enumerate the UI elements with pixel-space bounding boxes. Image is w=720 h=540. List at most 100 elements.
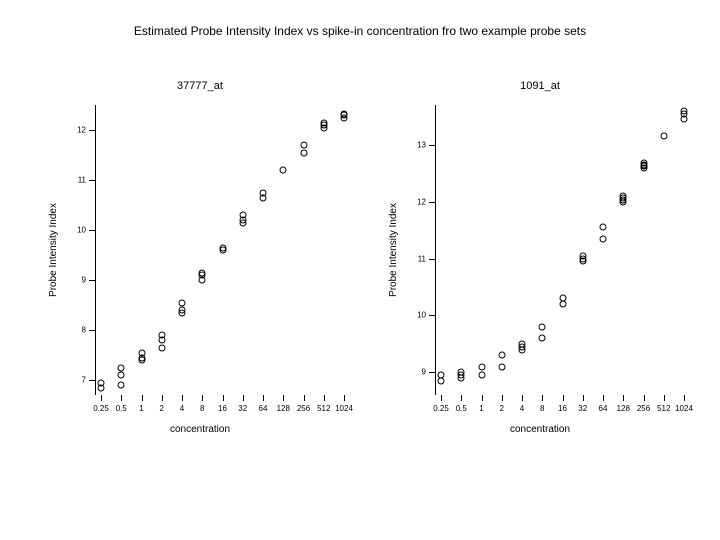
x-tick-label: 64	[599, 404, 608, 413]
x-tick-label: 16	[558, 404, 567, 413]
data-point	[98, 379, 105, 386]
x-tick	[324, 395, 325, 401]
y-tick-label: 9	[408, 368, 426, 377]
data-point	[660, 133, 667, 140]
data-point	[320, 119, 327, 126]
x-tick-label: 16	[218, 404, 227, 413]
x-tick-label: 256	[297, 404, 310, 413]
x-tick	[182, 395, 183, 401]
data-point	[539, 335, 546, 342]
data-point	[300, 142, 307, 149]
x-tick	[101, 395, 102, 401]
data-point	[260, 189, 267, 196]
main-title: Estimated Probe Intensity Index vs spike…	[0, 24, 720, 38]
y-tick-label: 10	[408, 311, 426, 320]
y-tick	[429, 145, 435, 146]
data-point	[199, 269, 206, 276]
x-tick-label: 512	[317, 404, 330, 413]
x-tick-label: 1	[479, 404, 483, 413]
x-tick-label: 1	[139, 404, 143, 413]
y-tick-label: 11	[68, 176, 86, 185]
x-tick-label: 0.5	[456, 404, 467, 413]
y-tick	[429, 315, 435, 316]
x-tick-label: 4	[180, 404, 184, 413]
y-tick-label: 13	[408, 140, 426, 149]
x-tick	[563, 395, 564, 401]
x-tick-label: 2	[500, 404, 504, 413]
x-tick	[542, 395, 543, 401]
data-point	[179, 307, 186, 314]
y-tick-label: 12	[68, 126, 86, 135]
data-point	[498, 352, 505, 359]
y-tick-label: 7	[68, 376, 86, 385]
x-tick	[583, 395, 584, 401]
y-tick	[89, 280, 95, 281]
x-tick	[243, 395, 244, 401]
x-tick	[644, 395, 645, 401]
data-point	[640, 160, 647, 167]
y-tick	[429, 202, 435, 203]
panel-right-ylabel: Probe Intensity Index	[388, 203, 399, 297]
x-tick	[522, 395, 523, 401]
data-point	[519, 340, 526, 347]
data-point	[219, 244, 226, 251]
x-tick	[304, 395, 305, 401]
x-tick	[283, 395, 284, 401]
data-point	[498, 363, 505, 370]
x-tick-label: 32	[238, 404, 247, 413]
x-tick-label: 1024	[335, 404, 353, 413]
data-point	[118, 382, 125, 389]
y-tick-label: 10	[68, 226, 86, 235]
x-tick-label: 256	[637, 404, 650, 413]
data-point	[579, 252, 586, 259]
data-point	[559, 295, 566, 302]
x-tick-label: 2	[160, 404, 164, 413]
x-tick	[223, 395, 224, 401]
data-point	[600, 235, 607, 242]
data-point	[341, 110, 348, 117]
data-point	[118, 372, 125, 379]
x-tick-label: 8	[200, 404, 204, 413]
x-tick-label: 512	[657, 404, 670, 413]
x-tick	[263, 395, 264, 401]
y-tick	[89, 130, 95, 131]
data-point	[138, 349, 145, 356]
x-tick	[502, 395, 503, 401]
panel-right-title: 1091_at	[380, 80, 700, 92]
panel-left-ylabel: Probe Intensity Index	[48, 203, 59, 297]
panel-left-xlabel: concentration	[40, 424, 360, 435]
x-tick-label: 1024	[675, 404, 693, 413]
data-point	[158, 332, 165, 339]
x-tick	[482, 395, 483, 401]
x-tick	[603, 395, 604, 401]
y-tick-label: 9	[68, 276, 86, 285]
data-point	[478, 363, 485, 370]
data-point	[600, 224, 607, 231]
data-point	[158, 344, 165, 351]
x-tick	[441, 395, 442, 401]
data-point	[280, 167, 287, 174]
y-tick	[429, 372, 435, 373]
x-tick	[142, 395, 143, 401]
x-tick	[684, 395, 685, 401]
data-point	[458, 369, 465, 376]
y-tick	[89, 330, 95, 331]
x-tick-label: 0.25	[433, 404, 449, 413]
y-tick-label: 11	[408, 254, 426, 263]
y-tick	[89, 180, 95, 181]
data-point	[179, 299, 186, 306]
panel-left: 37777_at Probe Intensity Index concentra…	[40, 90, 360, 450]
panel-right-plot	[435, 105, 690, 395]
y-tick	[429, 259, 435, 260]
data-point	[539, 323, 546, 330]
x-tick-label: 0.5	[116, 404, 127, 413]
data-point	[118, 364, 125, 371]
y-tick	[89, 380, 95, 381]
x-tick-label: 4	[520, 404, 524, 413]
x-tick	[121, 395, 122, 401]
data-point	[300, 149, 307, 156]
data-point	[681, 107, 688, 114]
x-tick-label: 128	[617, 404, 630, 413]
panel-left-plot	[95, 105, 350, 395]
y-tick-label: 12	[408, 197, 426, 206]
